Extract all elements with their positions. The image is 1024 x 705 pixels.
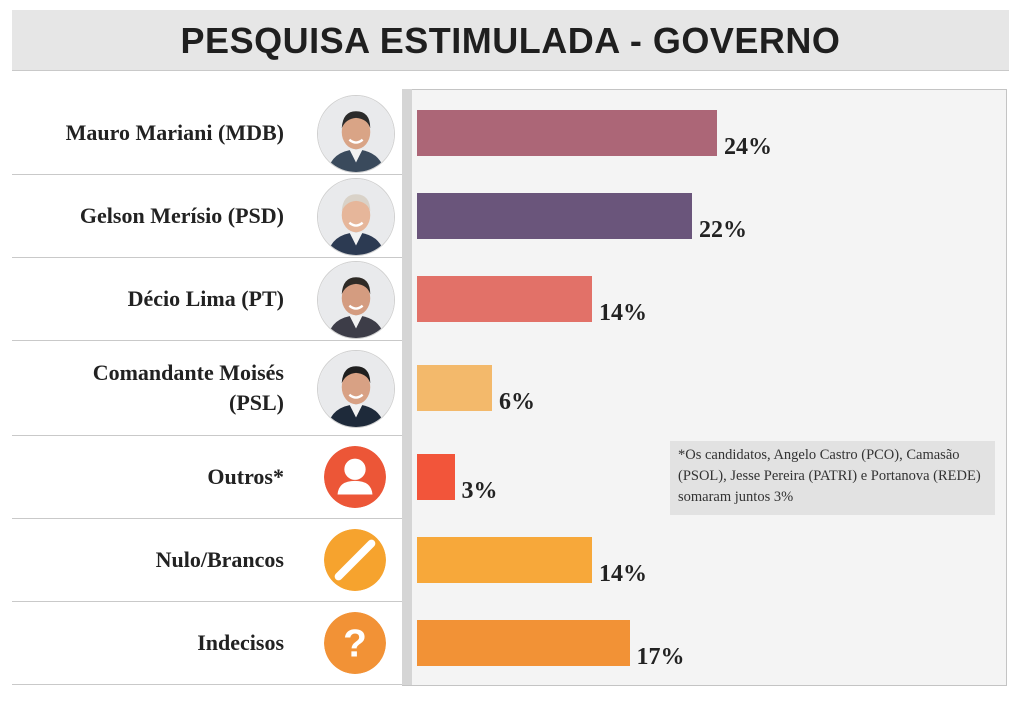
null-slash-icon: [324, 529, 386, 591]
svg-text:?: ?: [343, 623, 367, 666]
category-label: Indecisos: [12, 628, 284, 658]
data-bar: [417, 365, 492, 411]
category-label: Décio Lima (PT): [12, 284, 284, 314]
candidate-photo: [317, 350, 395, 428]
row-divider: [12, 257, 402, 258]
footnote-box: *Os candidatos, Angelo Castro (PCO), Cam…: [670, 441, 995, 515]
category-label: Outros*: [12, 462, 284, 492]
person-icon: [324, 446, 386, 508]
row-divider: [12, 684, 402, 685]
data-bar: [417, 276, 592, 322]
candidate-photo: [317, 178, 395, 256]
question-mark-icon: ?: [324, 612, 386, 674]
candidate-photo: [317, 261, 395, 339]
data-bar: [417, 110, 717, 156]
category-label: Nulo/Brancos: [12, 545, 284, 575]
data-bar: [417, 537, 592, 583]
chart-title: PESQUISA ESTIMULADA - GOVERNO: [180, 20, 841, 61]
data-label: 3%: [461, 478, 498, 504]
category-label-line: Outros*: [207, 464, 284, 489]
data-label: 6%: [499, 389, 535, 415]
data-label: 22%: [699, 217, 747, 243]
data-label: 17%: [636, 644, 685, 670]
data-bar: [417, 193, 692, 239]
category-label: Comandante Moisés (PSL): [12, 358, 284, 418]
plot-area: [402, 89, 1007, 686]
row-divider: [12, 174, 402, 175]
footnote-text: *Os candidatos, Angelo Castro (PCO), Cam…: [678, 447, 981, 505]
row-divider: [12, 601, 402, 602]
category-label-line: Gelson Merísio (PSD): [79, 203, 284, 228]
category-label: Gelson Merísio (PSD): [12, 201, 284, 231]
plot-left-edge: [402, 89, 412, 685]
data-label: 14%: [599, 561, 647, 587]
data-bar: [417, 454, 455, 500]
category-label-line: Mauro Mariani (MDB): [65, 120, 284, 145]
title-bar: PESQUISA ESTIMULADA - GOVERNO: [12, 10, 1009, 71]
data-bar: [417, 620, 630, 666]
category-label-line: Indecisos: [197, 630, 284, 655]
category-label-line: Nulo/Brancos: [155, 547, 284, 572]
category-label-line: (PSL): [229, 390, 284, 415]
row-divider: [12, 518, 402, 519]
data-label: 24%: [724, 134, 772, 160]
data-label: 14%: [599, 300, 647, 326]
row-divider: [12, 435, 402, 436]
category-label: Mauro Mariani (MDB): [12, 118, 284, 148]
candidate-photo: [317, 95, 395, 173]
row-divider: [12, 340, 402, 341]
category-label-line: Comandante Moisés: [92, 360, 284, 385]
category-label-line: Décio Lima (PT): [127, 286, 284, 311]
